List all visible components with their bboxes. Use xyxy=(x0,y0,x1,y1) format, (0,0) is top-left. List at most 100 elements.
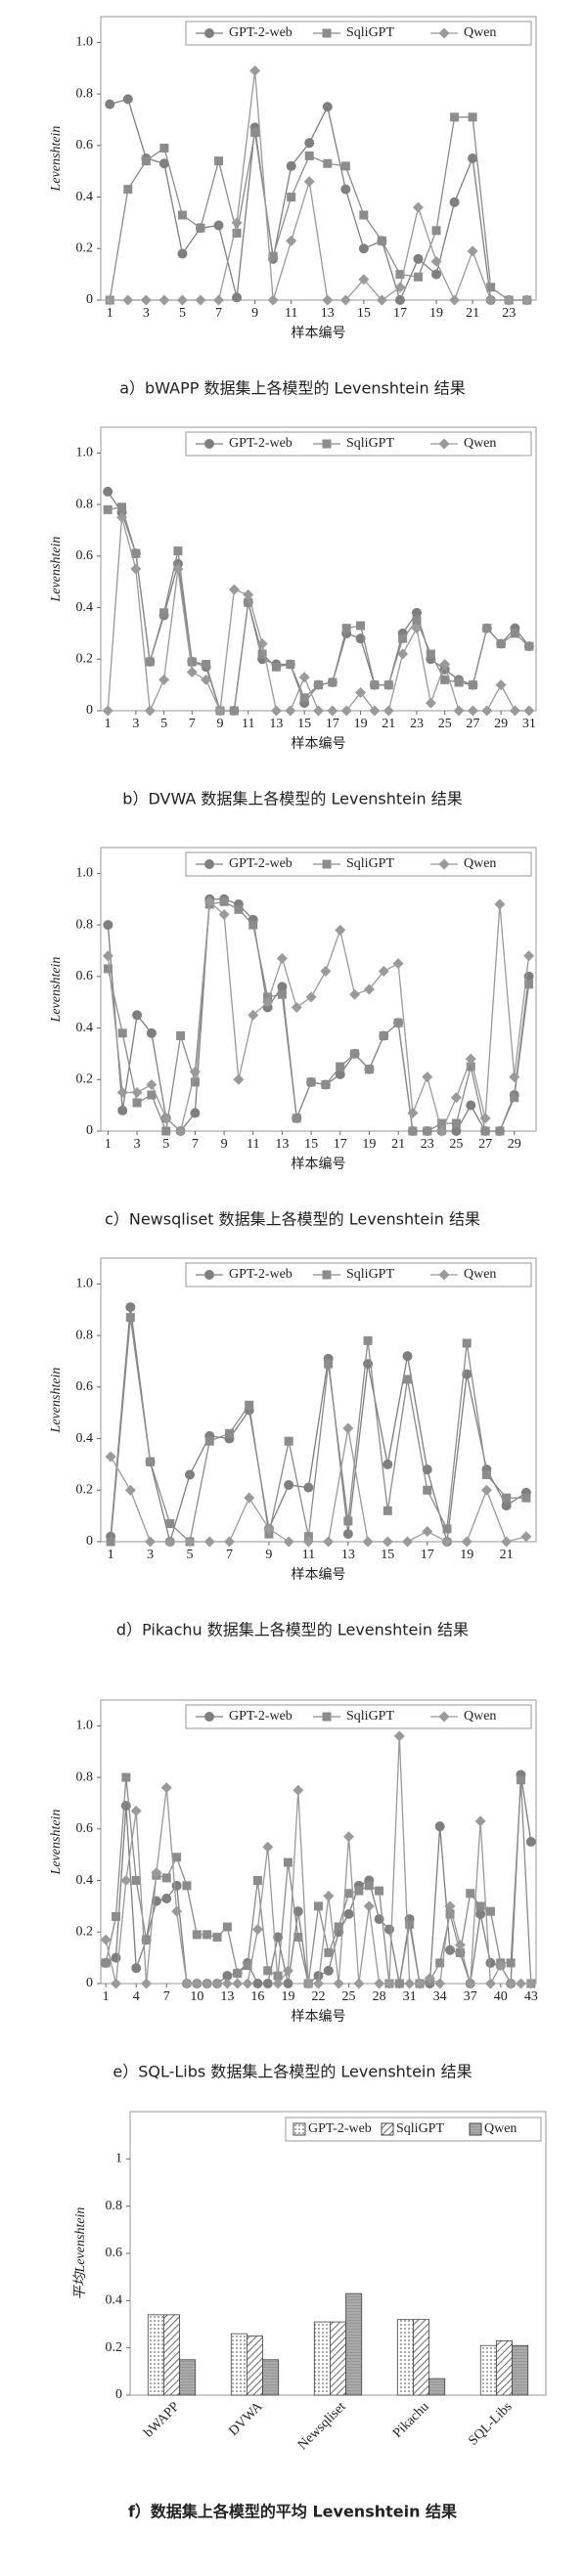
marker xyxy=(305,991,317,1003)
marker xyxy=(130,563,142,575)
marker xyxy=(438,438,450,450)
marker xyxy=(454,1939,466,1950)
marker xyxy=(422,1071,433,1083)
y-tick-label: 0 xyxy=(86,1534,93,1549)
legend-box xyxy=(185,1262,532,1288)
marker xyxy=(379,1030,388,1040)
marker xyxy=(431,226,441,236)
bar xyxy=(428,2378,446,2396)
marker xyxy=(485,1906,495,1916)
legend-label: GPT-2-web xyxy=(229,856,292,871)
marker xyxy=(131,1876,141,1886)
marker xyxy=(436,1125,448,1137)
x-tick-label: 43 xyxy=(524,1989,538,2004)
x-tick-label: 9 xyxy=(221,1137,228,1152)
marker xyxy=(141,1978,153,1989)
marker xyxy=(173,546,183,556)
x-tick-label: 29 xyxy=(494,717,508,731)
marker xyxy=(397,648,409,660)
marker xyxy=(495,1126,505,1136)
x-tick-label: 1 xyxy=(107,306,113,321)
marker xyxy=(121,1772,131,1782)
series-line xyxy=(110,1427,527,1543)
marker xyxy=(187,657,197,667)
marker xyxy=(282,1965,293,1977)
marker xyxy=(202,1978,213,1989)
marker xyxy=(176,294,188,306)
series-line xyxy=(105,1735,531,1987)
marker xyxy=(438,858,450,870)
marker xyxy=(221,1978,233,1989)
marker xyxy=(323,1965,334,1976)
x-tick-label: 25 xyxy=(449,1137,463,1152)
marker xyxy=(484,1978,496,1989)
marker xyxy=(250,128,260,138)
marker xyxy=(353,1978,365,1989)
x-tick-label: 7 xyxy=(189,717,196,731)
marker xyxy=(262,1841,274,1853)
x-tick-label: 9 xyxy=(251,306,258,321)
marker xyxy=(299,693,309,703)
x-tick-label: 13 xyxy=(275,1137,289,1152)
marker xyxy=(370,680,380,690)
marker xyxy=(213,220,224,231)
marker xyxy=(441,1536,453,1548)
series-line xyxy=(107,900,530,1134)
marker xyxy=(211,1978,223,1989)
marker xyxy=(298,672,310,683)
marker xyxy=(344,1889,354,1899)
y-tick-label: 1.0 xyxy=(76,1277,94,1291)
marker xyxy=(320,966,332,978)
x-tick-label: 25 xyxy=(342,1989,356,2004)
x-tick-label: 11 xyxy=(302,1548,315,1562)
marker xyxy=(233,1073,245,1085)
marker xyxy=(287,193,296,202)
marker xyxy=(103,486,113,497)
legend-swatch xyxy=(469,2122,482,2136)
marker xyxy=(204,859,214,869)
marker xyxy=(213,294,225,306)
marker xyxy=(234,904,244,914)
marker xyxy=(423,1126,432,1136)
marker xyxy=(159,143,169,153)
marker xyxy=(383,1978,395,1989)
marker xyxy=(185,1469,196,1480)
marker xyxy=(359,210,369,220)
marker xyxy=(335,924,346,936)
marker xyxy=(142,1935,152,1944)
marker xyxy=(322,859,332,869)
marker xyxy=(160,1113,172,1124)
marker xyxy=(485,294,497,306)
x-tick-label: 4 xyxy=(133,1989,140,2004)
marker xyxy=(442,1524,452,1534)
marker xyxy=(510,629,519,638)
marker xyxy=(219,896,229,906)
marker xyxy=(146,1457,156,1466)
marker xyxy=(334,1922,343,1932)
marker xyxy=(277,989,287,999)
x-tick-label: 28 xyxy=(373,1989,386,2004)
marker xyxy=(468,680,477,690)
marker xyxy=(392,958,404,970)
x-tick-label: 13 xyxy=(341,1548,355,1562)
marker xyxy=(284,1480,294,1490)
x-tick-label: 19 xyxy=(354,717,368,731)
marker xyxy=(172,563,184,575)
marker xyxy=(101,1958,111,1968)
marker xyxy=(450,112,460,122)
marker xyxy=(190,1077,200,1087)
x-tick-label: 11 xyxy=(285,306,297,321)
y-tick-label: 0.8 xyxy=(76,1769,94,1784)
marker xyxy=(524,980,534,989)
x-tick-label: 22 xyxy=(312,1989,326,2004)
marker xyxy=(358,243,369,254)
marker xyxy=(480,1126,490,1136)
marker xyxy=(425,697,436,709)
marker xyxy=(323,1536,335,1548)
marker xyxy=(293,1933,303,1943)
marker xyxy=(122,94,133,105)
x-tick-label: 19 xyxy=(429,306,443,321)
bar xyxy=(512,2344,529,2396)
marker xyxy=(104,294,115,306)
marker xyxy=(494,898,506,910)
